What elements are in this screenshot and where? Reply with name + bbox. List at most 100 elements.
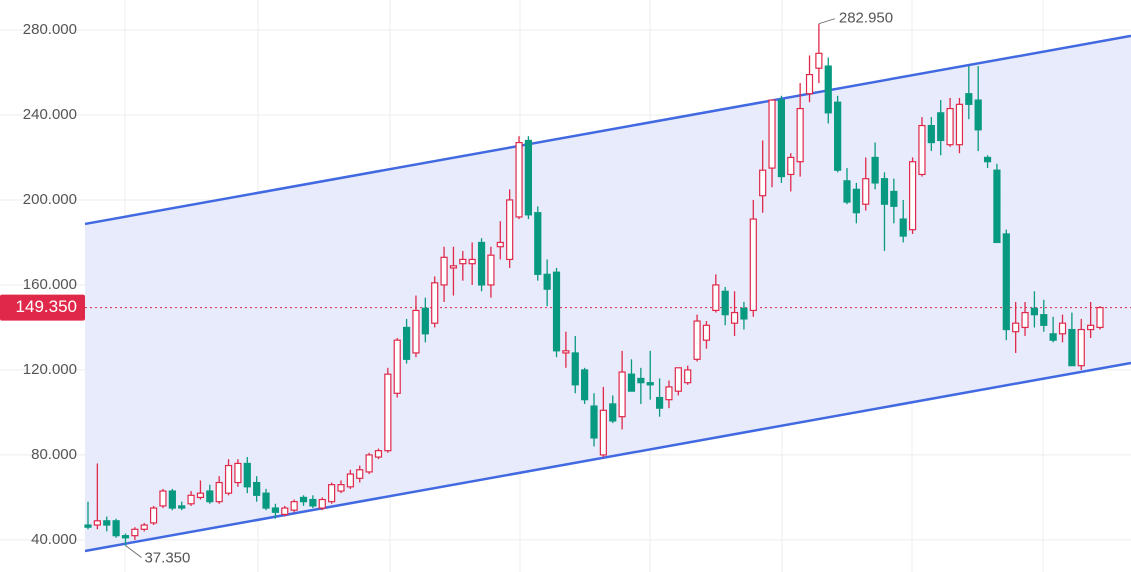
candle-body <box>149 507 158 524</box>
candle-body <box>899 218 907 237</box>
candle-body <box>749 218 757 312</box>
candle-body <box>187 494 195 505</box>
candle-body <box>646 382 654 386</box>
candle-body <box>356 469 364 479</box>
candle-body <box>309 498 317 507</box>
candle-body <box>543 273 551 290</box>
candle-body <box>206 490 214 503</box>
candle-body <box>431 282 439 324</box>
candle-body <box>637 377 645 384</box>
candle-body <box>777 99 786 178</box>
candle-body <box>852 188 860 214</box>
candle-body <box>196 492 205 499</box>
y-tick-label: 40.000 <box>31 531 77 548</box>
candle-body <box>243 462 251 488</box>
candle-body <box>581 369 589 401</box>
candle-body <box>571 352 579 386</box>
high-label: 282.950 <box>839 10 893 27</box>
candle-body <box>1058 322 1067 335</box>
y-tick-label: 200.000 <box>23 191 77 208</box>
candle-body <box>318 498 326 509</box>
candle-body <box>384 373 392 452</box>
candle-body <box>702 324 711 341</box>
candle-body <box>796 107 804 163</box>
candle-body <box>880 178 889 205</box>
candle-body <box>927 124 935 144</box>
candle-body <box>787 156 795 176</box>
y-tick-label: 80.000 <box>31 446 77 463</box>
candle-body <box>159 490 167 507</box>
candle-body <box>328 484 336 503</box>
candle-body <box>843 180 851 203</box>
y-tick-label: 280.000 <box>23 21 77 38</box>
candle-body <box>655 396 664 409</box>
y-tick-label: 160.000 <box>23 276 77 293</box>
last-price-label: 149.350 <box>16 297 77 316</box>
candle-body <box>740 307 748 320</box>
candle-body <box>599 409 607 456</box>
candle-body <box>890 190 898 207</box>
candle-body <box>712 284 720 312</box>
candle-body <box>1021 311 1029 329</box>
candle-body <box>1049 333 1057 341</box>
candle-body <box>1077 328 1085 367</box>
candle-body <box>674 367 682 392</box>
candle-body <box>271 507 280 513</box>
candle-body <box>346 473 354 488</box>
candle-body <box>140 524 148 530</box>
candle-body <box>618 371 626 418</box>
candle-body <box>131 528 139 537</box>
candle-body <box>524 139 533 216</box>
candle-body <box>290 501 298 511</box>
candle-body <box>234 462 242 484</box>
candle-body <box>824 65 832 114</box>
candle-body <box>983 156 992 163</box>
candle-body <box>609 403 617 422</box>
candle-body <box>871 156 879 184</box>
candle-body <box>84 524 92 528</box>
candle-body <box>1030 307 1039 316</box>
candle-body <box>103 520 111 526</box>
channel-fill <box>85 35 1131 551</box>
high-pointer <box>818 18 836 25</box>
candle-body <box>477 241 486 286</box>
candle-body <box>487 254 495 286</box>
candle-body <box>805 73 814 95</box>
candle-body <box>253 481 261 496</box>
candle-body <box>908 161 917 231</box>
candle-body <box>665 386 673 401</box>
candle-body <box>684 369 692 384</box>
candle-body <box>562 350 570 354</box>
candle-body <box>262 492 270 509</box>
candle-body <box>993 169 1001 244</box>
y-tick-label: 120.000 <box>23 361 77 378</box>
candle-body <box>946 107 954 146</box>
candle-body <box>693 320 701 360</box>
candle-body <box>862 178 870 205</box>
candle-body <box>590 405 598 439</box>
candle-body <box>224 464 233 494</box>
candle-body <box>393 339 401 394</box>
candle-body <box>459 258 467 265</box>
candle-body <box>1040 314 1048 326</box>
candle-body <box>402 326 411 360</box>
candle-body <box>552 271 561 352</box>
candle-body <box>374 450 383 458</box>
channel-upper-line <box>84 34 1131 226</box>
candle-body <box>1068 328 1076 367</box>
low-pointer <box>125 545 142 558</box>
last-price-tag <box>0 294 85 321</box>
candle-body <box>1087 324 1095 331</box>
candle-body <box>168 490 176 509</box>
candle-body <box>627 373 636 392</box>
candle-body <box>449 265 458 269</box>
candle-body <box>768 99 776 169</box>
candle-body <box>1002 233 1010 331</box>
candle-body <box>215 481 223 503</box>
candle-body <box>440 256 448 286</box>
channel-lower-line <box>84 361 1131 553</box>
candle-body <box>721 290 729 316</box>
candle-body <box>965 93 973 105</box>
candle-body <box>1012 322 1020 333</box>
